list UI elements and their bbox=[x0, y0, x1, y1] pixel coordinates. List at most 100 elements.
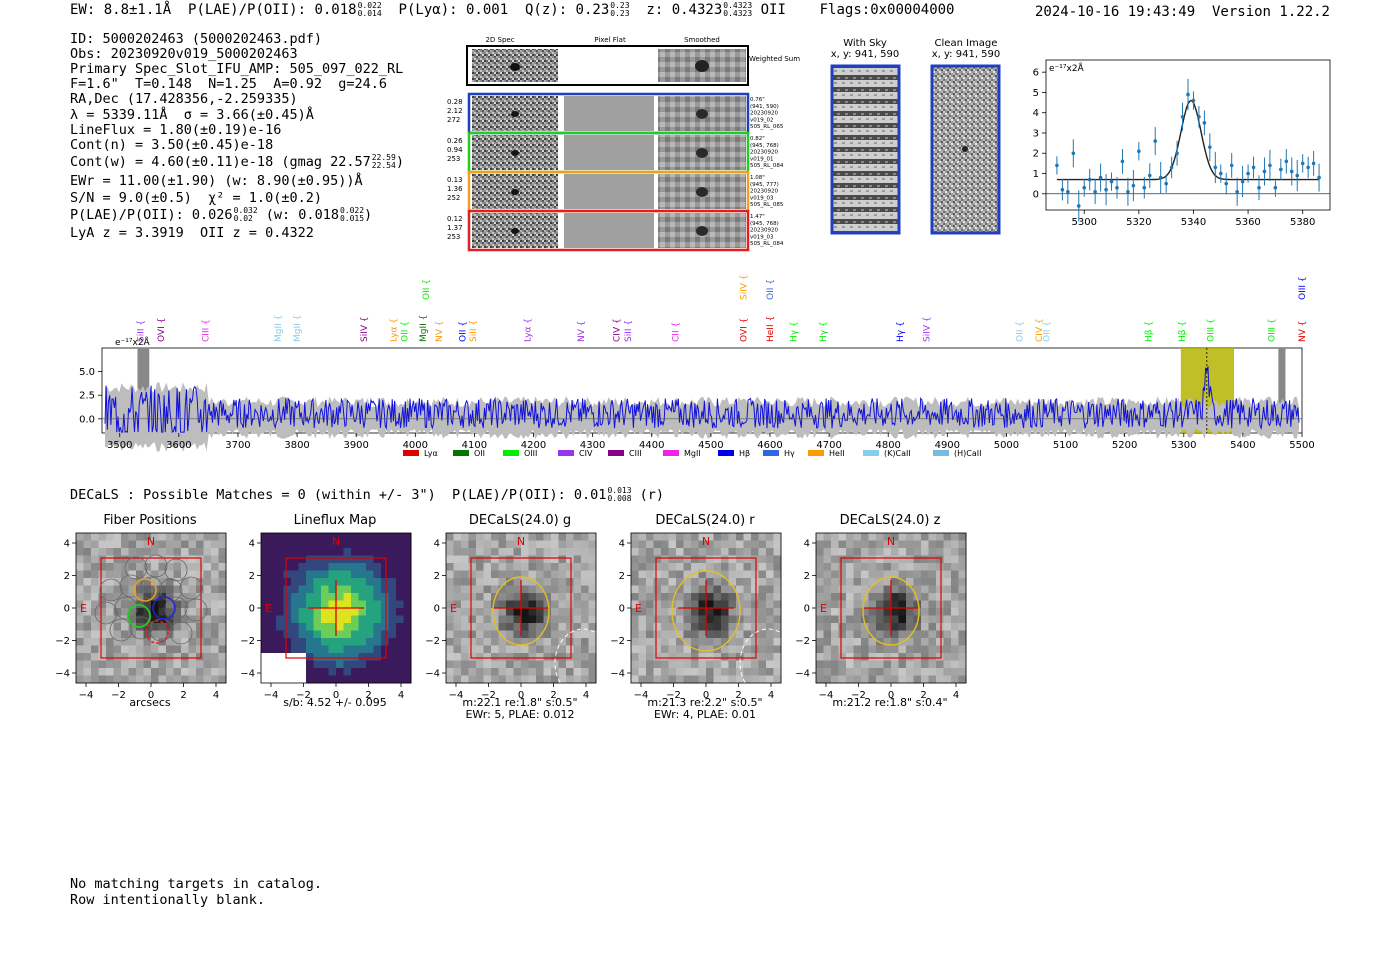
image-pixel bbox=[728, 600, 737, 609]
map-pixel bbox=[366, 593, 374, 601]
image-pixel bbox=[913, 570, 922, 579]
image-pixel bbox=[98, 570, 107, 579]
map-pixel bbox=[321, 615, 329, 624]
zoom-point bbox=[1093, 189, 1097, 194]
map-pixel bbox=[328, 540, 337, 549]
image-pixel bbox=[528, 593, 537, 601]
image-pixel bbox=[838, 585, 847, 594]
image-pixel bbox=[453, 660, 462, 669]
map-pixel bbox=[321, 668, 329, 676]
north-label: N bbox=[887, 535, 895, 548]
map-pixel bbox=[283, 608, 292, 616]
image-pixel bbox=[668, 593, 677, 601]
map-pixel bbox=[306, 563, 314, 571]
image-pixel bbox=[528, 615, 537, 624]
image-pixel bbox=[128, 638, 137, 646]
map-pixel bbox=[381, 660, 389, 669]
image-pixel bbox=[861, 570, 869, 579]
spec-line-marker: CII { bbox=[671, 322, 681, 342]
image-pixel bbox=[943, 615, 952, 624]
image-pixel bbox=[743, 533, 752, 541]
zoom-point bbox=[1311, 161, 1316, 166]
image-pixel bbox=[638, 623, 647, 631]
image-pixel bbox=[721, 600, 729, 609]
image-pixel bbox=[551, 533, 559, 541]
spec-line-marker: SiII { bbox=[469, 320, 479, 342]
image-pixel bbox=[683, 600, 692, 609]
map-pixel bbox=[358, 533, 367, 541]
image-pixel bbox=[143, 593, 152, 601]
image-pixel bbox=[453, 675, 462, 684]
image-pixel bbox=[551, 668, 559, 676]
map-pixel bbox=[336, 578, 344, 586]
fiber-circle bbox=[159, 578, 183, 602]
map-pixel bbox=[261, 600, 269, 609]
map-pixel bbox=[396, 533, 404, 541]
image-pixel bbox=[551, 638, 559, 646]
image-pixel bbox=[76, 548, 84, 556]
image-pixel bbox=[468, 548, 477, 556]
map-pixel bbox=[283, 645, 292, 654]
image-pixel bbox=[98, 615, 107, 624]
image-pixel bbox=[838, 623, 847, 631]
image-pixel bbox=[928, 555, 937, 564]
image-pixel bbox=[823, 615, 832, 624]
image-pixel bbox=[588, 608, 597, 616]
image-pixel bbox=[211, 660, 219, 669]
image-pixel bbox=[91, 533, 99, 541]
fiber-circle bbox=[144, 554, 168, 578]
image-pixel bbox=[581, 615, 589, 624]
image-pixel bbox=[653, 578, 662, 586]
image-pixel bbox=[453, 638, 462, 646]
map-pixel bbox=[328, 570, 337, 579]
row-pixelflat bbox=[564, 96, 654, 131]
image-pixel bbox=[861, 615, 869, 624]
map-pixel bbox=[403, 653, 412, 661]
image-pixel bbox=[951, 593, 959, 601]
image-pixel bbox=[958, 660, 967, 669]
image-pixel bbox=[691, 675, 699, 684]
image-pixel bbox=[536, 660, 544, 669]
image-pixel bbox=[913, 668, 922, 676]
map-pixel bbox=[343, 600, 352, 609]
image-pixel bbox=[491, 645, 499, 654]
map-pixel bbox=[403, 668, 412, 676]
image-pixel bbox=[936, 570, 944, 579]
image-pixel bbox=[498, 540, 507, 549]
image-pixel bbox=[721, 563, 729, 571]
spec-line-marker: Lyα { bbox=[524, 318, 534, 342]
image-pixel bbox=[668, 533, 677, 541]
image-pixel bbox=[676, 578, 684, 586]
image-pixel bbox=[668, 578, 677, 586]
image-pixel bbox=[83, 578, 92, 586]
image-pixel bbox=[921, 555, 929, 564]
fiber-red bbox=[145, 620, 169, 644]
panel-xtick-label: −2 bbox=[481, 690, 496, 698]
panel-xtick-label: −2 bbox=[111, 690, 126, 698]
image-pixel bbox=[921, 600, 929, 609]
image-pixel bbox=[76, 630, 84, 639]
image-pixel bbox=[913, 540, 922, 549]
image-pixel bbox=[691, 638, 699, 646]
map-pixel bbox=[381, 533, 389, 541]
image-pixel bbox=[173, 548, 182, 556]
image-pixel bbox=[883, 675, 892, 684]
info-params: F=1.6" T=0.148 N=1.25 A=0.92 g=24.6 bbox=[70, 76, 387, 92]
image-pixel bbox=[898, 555, 907, 564]
image-pixel bbox=[951, 630, 959, 639]
image-pixel bbox=[853, 533, 862, 541]
spec-line-marker: Hγ { bbox=[819, 321, 829, 342]
image-pixel bbox=[838, 600, 847, 609]
map-pixel bbox=[381, 675, 389, 684]
image-pixel bbox=[98, 600, 107, 609]
map-pixel bbox=[283, 600, 292, 609]
image-pixel bbox=[521, 563, 529, 571]
image-pixel bbox=[158, 563, 167, 571]
image-pixel bbox=[751, 533, 759, 541]
image-pixel bbox=[676, 653, 684, 661]
map-pixel bbox=[373, 563, 382, 571]
image-pixel bbox=[218, 548, 227, 556]
image-pixel bbox=[831, 570, 839, 579]
map-pixel bbox=[381, 653, 389, 661]
image-pixel bbox=[121, 653, 129, 661]
